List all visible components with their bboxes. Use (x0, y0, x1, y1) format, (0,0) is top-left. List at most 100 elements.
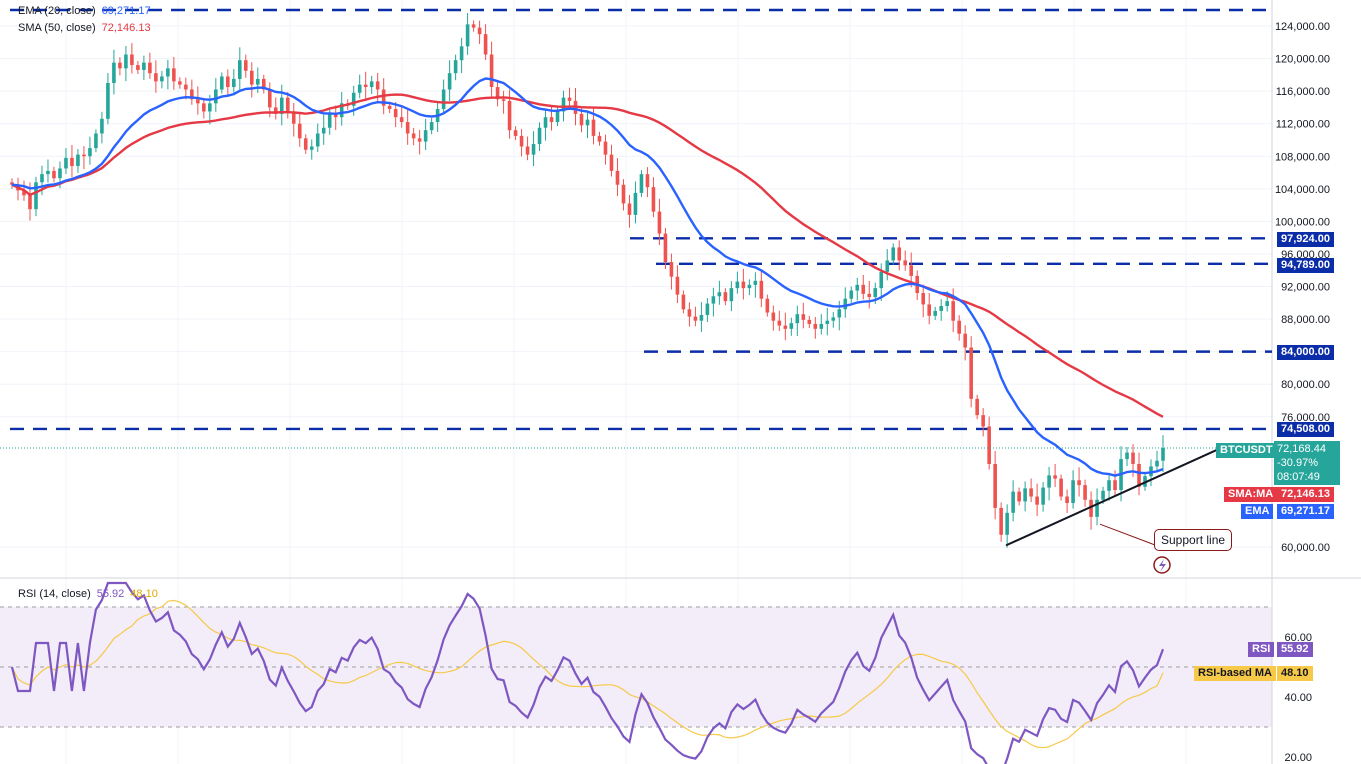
candle-body[interactable] (1047, 475, 1051, 488)
candle-body[interactable] (717, 292, 722, 297)
candle-body[interactable] (249, 70, 254, 85)
candle-body[interactable] (987, 426, 991, 464)
candle-body[interactable] (585, 119, 590, 126)
candle-body[interactable] (933, 310, 937, 316)
candle-body[interactable] (148, 62, 152, 74)
candle-body[interactable] (813, 323, 818, 329)
candle-body[interactable] (969, 347, 973, 399)
candle-body[interactable] (903, 260, 908, 266)
candle-body[interactable] (747, 284, 752, 289)
candle-body[interactable] (939, 306, 943, 311)
ema-legend[interactable]: EMA (20, close) 69,271.17 (18, 5, 151, 17)
candle-body[interactable] (603, 141, 608, 155)
candle-body[interactable] (411, 133, 416, 139)
candle-body[interactable] (519, 135, 524, 147)
candle-body[interactable] (1089, 499, 1093, 517)
candle-body[interactable] (1161, 447, 1165, 461)
candle-body[interactable] (807, 319, 812, 324)
candle-body[interactable] (801, 314, 806, 320)
candle-body[interactable] (273, 107, 278, 114)
candle-body[interactable] (297, 123, 302, 139)
candle-body[interactable] (214, 89, 218, 104)
candle-body[interactable] (88, 148, 92, 157)
candle-body[interactable] (441, 89, 446, 110)
candle-body[interactable] (609, 154, 614, 171)
candle-body[interactable] (381, 89, 386, 106)
candle-body[interactable] (705, 303, 710, 315)
candle-body[interactable] (100, 118, 104, 134)
candle-body[interactable] (267, 89, 272, 108)
candle-body[interactable] (945, 301, 949, 307)
candle-body[interactable] (843, 298, 848, 310)
candle-body[interactable] (885, 260, 890, 272)
candle-body[interactable] (226, 76, 230, 88)
candle-body[interactable] (1131, 452, 1135, 464)
candle-body[interactable] (501, 99, 506, 101)
candle-body[interactable] (369, 81, 374, 88)
candle-body[interactable] (975, 398, 979, 416)
candle-body[interactable] (1083, 485, 1087, 500)
candle-body[interactable] (172, 68, 176, 82)
candle-body[interactable] (238, 60, 242, 79)
candle-body[interactable] (1101, 490, 1105, 500)
candle-body[interactable] (591, 119, 596, 136)
candle-body[interactable] (549, 117, 554, 123)
candle-body[interactable] (771, 312, 776, 321)
candle-body[interactable] (136, 65, 140, 70)
candle-body[interactable] (1137, 463, 1141, 487)
candle-body[interactable] (1053, 475, 1057, 479)
candle-body[interactable] (64, 157, 68, 169)
candle-body[interactable] (279, 97, 284, 114)
candle-body[interactable] (190, 89, 194, 100)
candle-body[interactable] (729, 288, 734, 302)
candle-body[interactable] (855, 284, 860, 291)
candle-body[interactable] (417, 138, 422, 142)
candle-body[interactable] (993, 463, 997, 508)
candle-body[interactable] (405, 122, 410, 134)
candle-body[interactable] (825, 320, 830, 324)
candle-body[interactable] (1113, 480, 1117, 491)
candle-body[interactable] (759, 280, 764, 299)
candle-body[interactable] (921, 293, 926, 305)
candle-body[interactable] (70, 157, 74, 167)
candle-body[interactable] (495, 87, 500, 100)
candle-body[interactable] (243, 60, 248, 71)
candle-body[interactable] (789, 323, 794, 329)
candle-body[interactable] (333, 113, 338, 118)
candle-body[interactable] (154, 73, 158, 82)
candle-body[interactable] (1041, 487, 1045, 505)
candle-body[interactable] (393, 109, 398, 118)
candle-body[interactable] (477, 27, 482, 35)
candle-body[interactable] (465, 24, 470, 47)
candle-body[interactable] (1095, 499, 1099, 517)
candle-body[interactable] (909, 265, 914, 276)
candle-body[interactable] (615, 170, 620, 185)
candle-body[interactable] (363, 84, 368, 88)
candle-body[interactable] (483, 34, 488, 55)
candle-body[interactable] (220, 76, 224, 90)
candle-body[interactable] (795, 314, 800, 324)
candle-body[interactable] (777, 320, 782, 326)
candle-body[interactable] (1023, 488, 1027, 502)
candle-body[interactable] (597, 135, 602, 142)
sma-legend[interactable]: SMA (50, close) 72,146.13 (18, 22, 151, 34)
candle-body[interactable] (309, 146, 314, 150)
candle-body[interactable] (681, 294, 686, 310)
candle-body[interactable] (651, 187, 656, 212)
candle-body[interactable] (1155, 460, 1159, 467)
candle-body[interactable] (723, 292, 728, 302)
candle-body[interactable] (1017, 491, 1021, 502)
candle-body[interactable] (897, 247, 902, 261)
candle-body[interactable] (232, 78, 236, 88)
candle-body[interactable] (741, 281, 746, 289)
candle-body[interactable] (351, 92, 356, 106)
candle-body[interactable] (94, 133, 98, 149)
candle-body[interactable] (765, 298, 770, 313)
candle-body[interactable] (675, 276, 680, 295)
candle-body[interactable] (687, 309, 692, 317)
candle-body[interactable] (1029, 488, 1033, 497)
support-line-callout[interactable]: Support line (1154, 529, 1233, 551)
candle-body[interactable] (327, 113, 332, 128)
rsi-legend[interactable]: RSI (14, close) 55.92 48.10 (18, 588, 158, 600)
